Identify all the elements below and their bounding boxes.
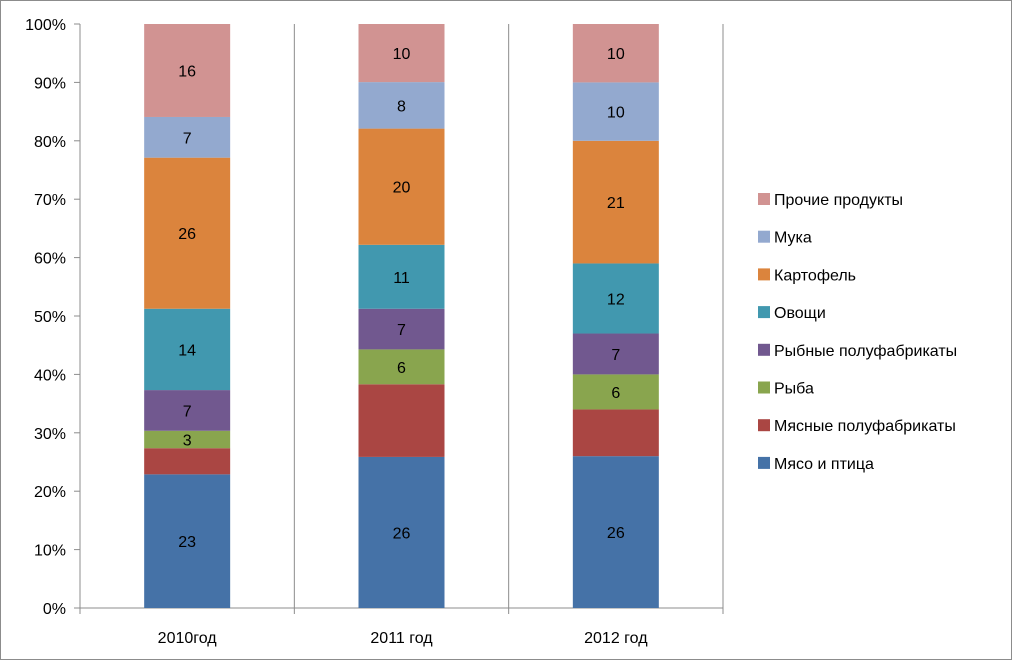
y-tick-label: 20% (34, 484, 66, 501)
data-label: 8 (397, 98, 406, 115)
bar-segment (144, 448, 231, 475)
bar-segment (358, 349, 445, 385)
bar-segment (572, 140, 659, 264)
data-label: 10 (607, 105, 625, 122)
y-tick-label: 100% (25, 17, 66, 34)
data-label: 26 (393, 525, 411, 542)
data-label: 23 (178, 534, 196, 551)
data-label: 11 (393, 270, 410, 287)
y-tick-label: 60% (34, 251, 66, 268)
data-label: 6 (611, 385, 620, 402)
data-label: 16 (178, 63, 196, 80)
bar-segment (572, 456, 659, 608)
legend-label: Мясо и птица (774, 456, 874, 473)
bar-segment (144, 474, 231, 608)
data-label: 10 (393, 46, 411, 63)
legend-label: Прочие продукты (774, 192, 903, 209)
y-tick-label: 80% (34, 134, 66, 151)
bar-segment (358, 24, 445, 83)
bar-segment (572, 24, 659, 83)
bar-segment (572, 374, 659, 410)
legend-swatch (758, 268, 770, 281)
legend-label: Мясные полуфабрикаты (774, 418, 956, 435)
bar-segment (144, 116, 231, 158)
legend-label: Мука (774, 230, 812, 247)
data-label: 7 (183, 403, 192, 420)
y-axis-ticks: 0% 10% 20% 30% 40% 50% 60% 70% 80% 90% 100% (25, 17, 80, 618)
bar-segment (358, 384, 445, 457)
data-label: 7 (183, 130, 192, 147)
bar-segment (572, 82, 659, 141)
bar-segment (572, 409, 659, 457)
bar-segment (358, 82, 445, 129)
legend-label: Рыбные полуфабрикаты (774, 343, 957, 360)
legend-swatch (758, 306, 770, 319)
y-tick-label: 70% (34, 192, 66, 209)
bar-segment (358, 308, 445, 350)
bar-segment (358, 456, 445, 608)
y-tick-label: 30% (34, 426, 66, 443)
x-tick-label: 2012 год (584, 630, 648, 647)
bar-segment (144, 430, 231, 449)
y-tick-label: 0% (43, 601, 66, 618)
bar-segment (358, 128, 445, 245)
y-tick-label: 10% (34, 543, 66, 560)
data-label: 10 (607, 46, 625, 63)
bar-segment (358, 244, 445, 309)
bar-segment (144, 24, 231, 117)
legend-swatch (758, 419, 770, 432)
legend-label: Овощи (774, 305, 826, 322)
data-label: 12 (607, 291, 625, 308)
legend-swatch (758, 343, 770, 356)
legend: Прочие продукты Мука Картофель Овощи Рыбные … (758, 192, 957, 473)
legend-label: Рыба (774, 381, 814, 398)
x-tick-label: 2010год (158, 630, 218, 647)
bar-segment (144, 390, 231, 431)
data-label: 26 (607, 525, 625, 542)
y-tick-label: 40% (34, 367, 66, 384)
data-label: 3 (183, 432, 192, 449)
data-label: 6 (397, 360, 406, 377)
data-label: 7 (397, 322, 406, 339)
x-axis-ticks: 2010год 2011 год 2012 год (158, 630, 649, 647)
bar-segment (144, 308, 231, 391)
data-label: 26 (178, 226, 196, 243)
legend-label: Картофель (774, 267, 856, 284)
x-tick-label: 2011 год (370, 630, 433, 647)
bar-segment (144, 157, 231, 309)
y-tick-label: 90% (34, 75, 66, 92)
legend-swatch (758, 456, 770, 469)
legend-swatch (758, 381, 770, 394)
y-tick-label: 50% (34, 309, 66, 326)
data-label: 14 (178, 342, 196, 359)
bars: 23 3 7 14 26 7 16 26 6 7 11 20 8 10 26 6 7 12 21 10 10 (144, 24, 659, 608)
data-label: 21 (607, 195, 625, 212)
data-label: 7 (611, 347, 620, 364)
legend-swatch (758, 230, 770, 243)
bar-segment (572, 333, 659, 375)
legend-swatch (758, 193, 770, 205)
bar-segment (572, 263, 659, 334)
data-label: 20 (393, 180, 411, 197)
